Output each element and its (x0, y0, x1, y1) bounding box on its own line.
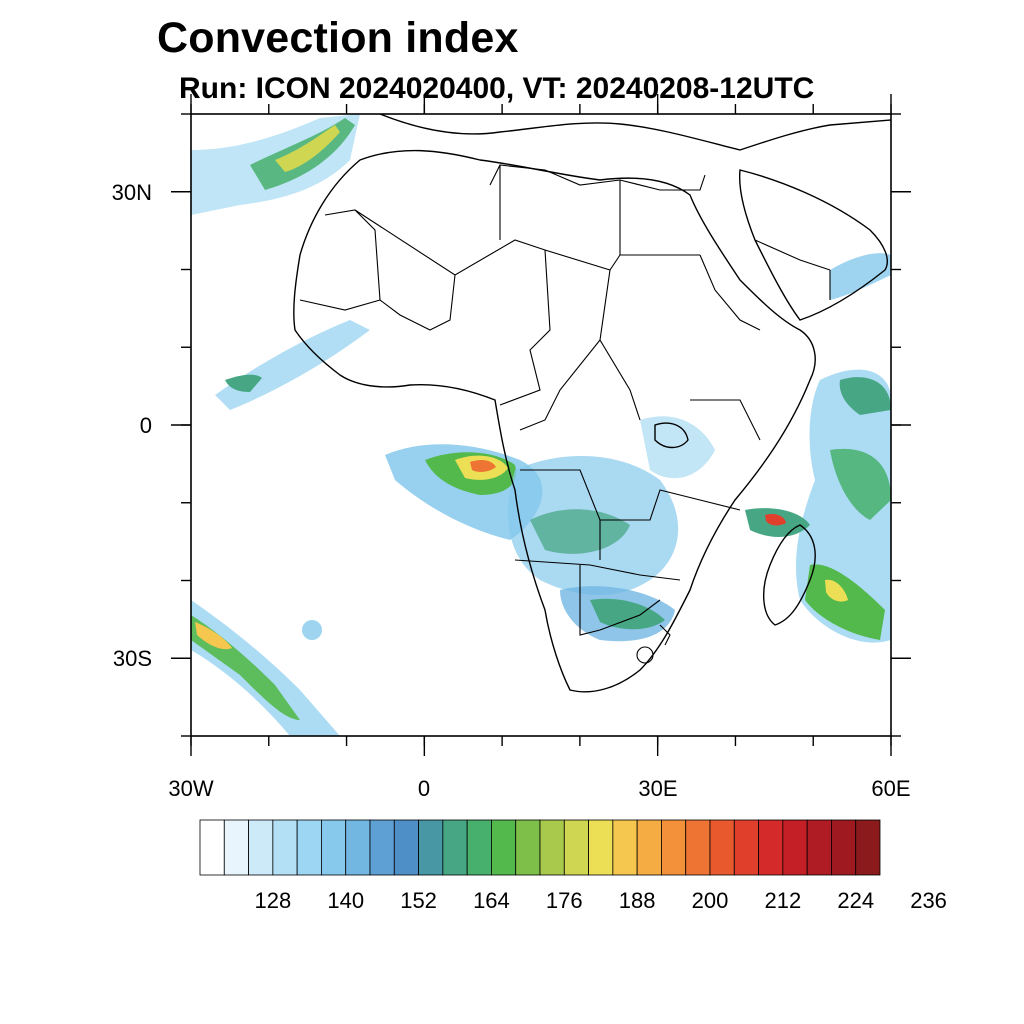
colorbar-tick-label: 128 (254, 888, 292, 913)
convection-area-south-atlantic (191, 600, 340, 736)
x-tick-label: 0 (417, 776, 431, 801)
europe-coastline (379, 114, 891, 151)
colorbar-tick-label: 200 (691, 888, 729, 913)
colorbar-swatch (636, 819, 662, 876)
colorbar-swatch (563, 819, 589, 876)
country-borders (299, 164, 831, 664)
colorbar-tick-label: 140 (327, 888, 365, 913)
colorbar-swatch (442, 819, 468, 876)
colorbar-swatch (272, 819, 298, 876)
map-frame (190, 113, 892, 737)
axis-ticks (171, 94, 911, 756)
map-title: Convection index (157, 14, 519, 62)
colorbar-swatch (248, 819, 274, 876)
colorbar-swatch (393, 819, 419, 876)
convection-field (191, 114, 891, 736)
colorbar-swatch (733, 819, 759, 876)
colorbar-swatch (199, 819, 225, 876)
coastlines (293, 114, 891, 693)
colorbar-swatch (345, 819, 371, 876)
colorbar-swatch (515, 819, 541, 876)
colorbar-swatch (321, 819, 347, 876)
arabia-coastline (738, 169, 888, 321)
colorbar-swatch (709, 819, 735, 876)
convection-area-west-africa (215, 320, 370, 410)
colorbar-swatch (539, 819, 565, 876)
colorbar-swatch (466, 819, 492, 876)
colorbar-swatch (223, 819, 249, 876)
y-tick-label: 0 (139, 413, 152, 438)
colorbar-swatch (831, 819, 857, 876)
colorbar-swatch (661, 819, 687, 876)
africa-coastline (293, 149, 816, 693)
colorbar-swatch (369, 819, 395, 876)
colorbar-swatch (296, 819, 322, 876)
colorbar (199, 819, 881, 876)
y-tick-label: 30S (112, 646, 152, 671)
colorbar-tick-label: 236 (910, 888, 947, 913)
colorbar-tick-label: 164 (473, 888, 510, 913)
colorbar-swatch (806, 819, 832, 876)
colorbar-swatch (758, 819, 784, 876)
colorbar-swatch (782, 819, 808, 876)
colorbar-swatch (418, 819, 444, 876)
colorbar-swatch (588, 819, 614, 876)
x-tick-label: 30E (638, 776, 678, 801)
colorbar-tick-label: 152 (400, 888, 437, 913)
colorbar-tick-label: 224 (837, 888, 875, 913)
madagascar-coastline (762, 524, 816, 626)
colorbar-tick-label: 212 (764, 888, 802, 913)
colorbar-swatch (855, 819, 881, 876)
colorbar-tick-label: 176 (545, 888, 583, 913)
colorbar-swatch (612, 819, 638, 876)
x-tick-label: 30W (168, 776, 214, 801)
y-tick-label: 30N (111, 180, 152, 205)
lake-victoria (654, 422, 689, 449)
x-tick-label: 60E (871, 776, 911, 801)
map-subtitle: Run: ICON 2024020400, VT: 20240208-12UTC (179, 72, 815, 105)
colorbar-swatch (491, 819, 517, 876)
colorbar-tick-label: 188 (618, 888, 656, 913)
colorbar-swatch (685, 819, 711, 876)
